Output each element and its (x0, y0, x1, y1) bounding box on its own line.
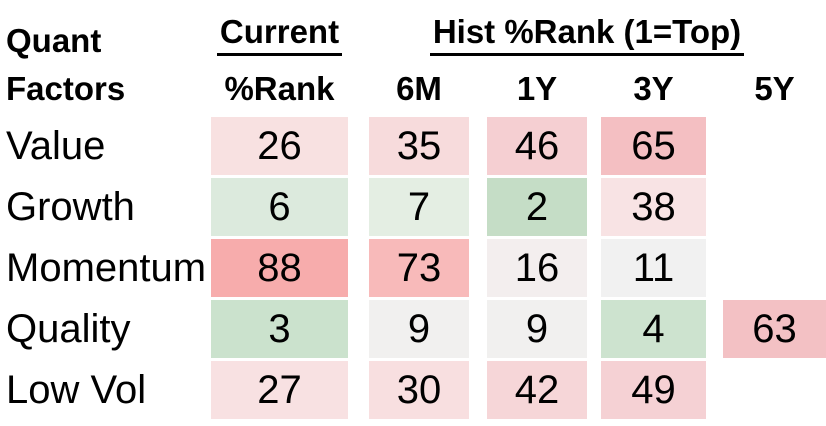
column-header-1y: 1Y (516, 69, 558, 107)
row-label: Quality (6, 307, 131, 351)
heatmap-cell-empty (723, 239, 826, 297)
table-column-header-row: Factors %Rank 6M 1Y 3Y 5Y (0, 60, 826, 117)
column-header-percent-rank: %Rank (224, 69, 335, 107)
heatmap-cell: 46 (487, 117, 587, 175)
corner-label-line1: Quant (6, 22, 102, 60)
table-row: Quality 3 9 9 4 63 (0, 300, 826, 361)
table-row: Value 26 35 46 65 (0, 117, 826, 178)
row-label: Value (6, 124, 106, 168)
heatmap-cell: 9 (487, 300, 587, 358)
current-group-header-slot: Current (211, 13, 348, 60)
heatmap-cell: 38 (601, 178, 706, 236)
column-header-3y: 3Y (633, 69, 674, 107)
hist-group-header-slot: Hist %Rank (1=Top) (348, 13, 826, 60)
heatmap-cell: 11 (601, 239, 706, 297)
table-row: Low Vol 27 30 42 49 (0, 361, 826, 422)
heatmap-cell: 27 (211, 361, 348, 419)
table-row: Momentum 88 73 16 11 (0, 239, 826, 300)
heatmap-cell: 6 (211, 178, 348, 236)
heatmap-cell: 3 (211, 300, 348, 358)
column-header-5y: 5Y (754, 69, 795, 107)
table-row: Growth 6 7 2 38 (0, 178, 826, 239)
heatmap-cell: 9 (369, 300, 469, 358)
heatmap-cell: 7 (369, 178, 469, 236)
heatmap-cell: 42 (487, 361, 587, 419)
heatmap-cell-empty (723, 178, 826, 236)
current-group-header: Current (216, 13, 343, 56)
heatmap-cell: 73 (369, 239, 469, 297)
heatmap-cell: 4 (601, 300, 706, 358)
heatmap-cell: 49 (601, 361, 706, 419)
heatmap-cell: 88 (211, 239, 348, 297)
heatmap-cell: 63 (723, 300, 826, 358)
row-label: Growth (6, 185, 135, 229)
heatmap-cell-empty (723, 361, 826, 419)
heatmap-cell: 2 (487, 178, 587, 236)
row-label: Momentum (6, 246, 207, 290)
heatmap-cell: 35 (369, 117, 469, 175)
row-label: Low Vol (6, 368, 147, 412)
heatmap-cell: 16 (487, 239, 587, 297)
table-body: Value 26 35 46 65 Growth 6 7 2 38 Momentum 88 73 16 11… (0, 117, 826, 422)
heatmap-cell: 26 (211, 117, 348, 175)
corner-label-line2: Factors (6, 69, 126, 107)
hist-group-header: Hist %Rank (1=Top) (429, 13, 745, 56)
heatmap-cell-empty (723, 117, 826, 175)
table-group-header-row: Quant Current Hist %Rank (1=Top) (0, 0, 826, 60)
heatmap-cell: 65 (601, 117, 706, 175)
heatmap-cell: 30 (369, 361, 469, 419)
column-header-6m: 6M (396, 69, 442, 107)
